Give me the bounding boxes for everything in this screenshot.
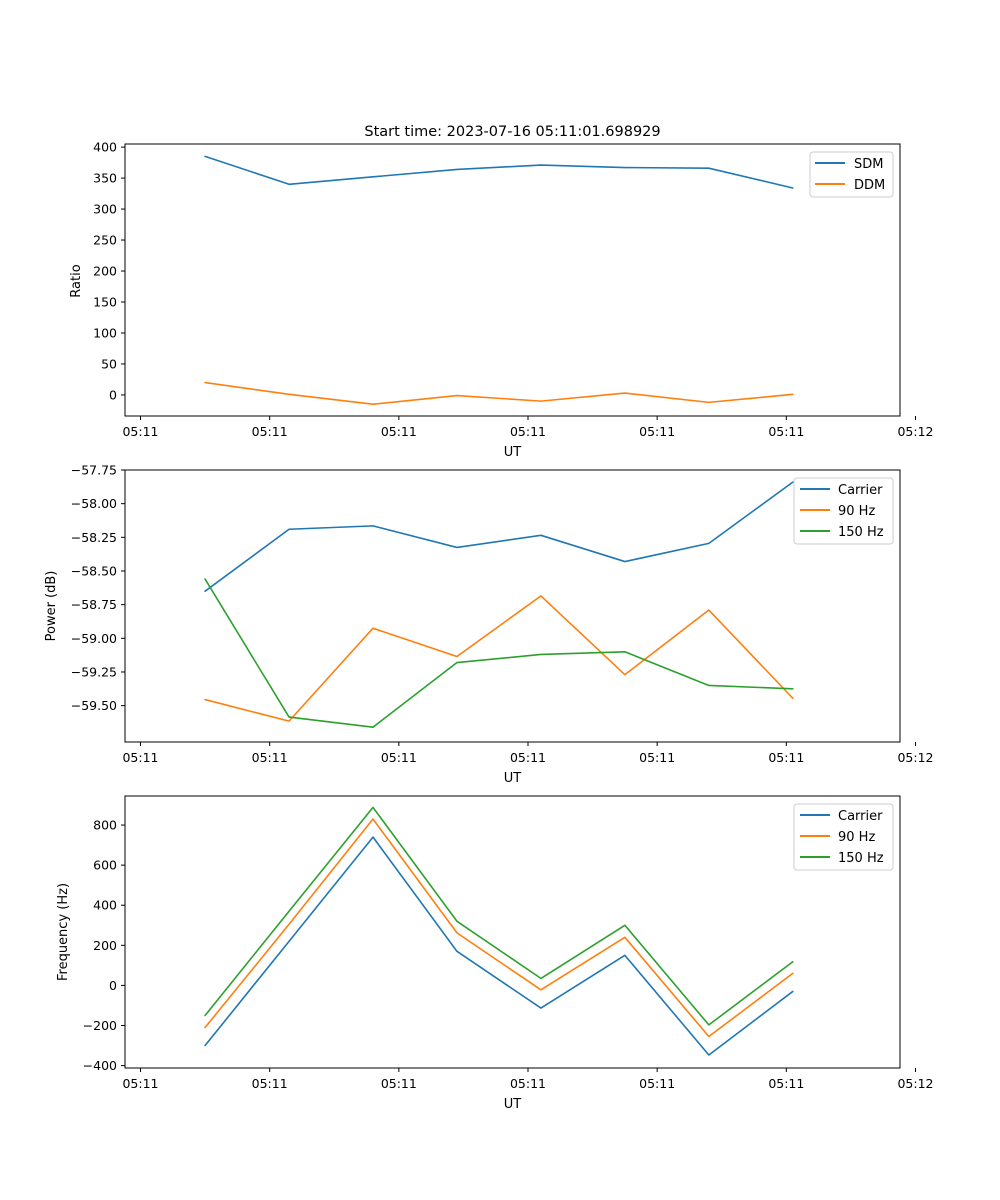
x-tick-label: 05:11 bbox=[768, 1076, 804, 1091]
legend-label-90hz: 90 Hz bbox=[838, 830, 875, 845]
y-tick-label: −58.75 bbox=[71, 597, 117, 612]
y-tick-label: −58.50 bbox=[71, 563, 117, 578]
y-tick-label: 0 bbox=[109, 387, 117, 402]
y-tick-label: 400 bbox=[93, 898, 117, 913]
y-tick-label: 250 bbox=[93, 233, 117, 248]
x-axis-label: UT bbox=[504, 445, 522, 460]
axes-frame bbox=[124, 795, 901, 1069]
legend-label-150hz: 150 Hz bbox=[838, 851, 884, 866]
x-tick-label: 05:12 bbox=[897, 1076, 933, 1091]
y-tick-label: 50 bbox=[101, 356, 117, 371]
legend-label-150hz: 150 Hz bbox=[838, 525, 884, 540]
x-tick-label: 05:11 bbox=[252, 1076, 288, 1091]
y-axis-label: Ratio bbox=[69, 264, 84, 297]
y-tick-label: 800 bbox=[93, 818, 117, 833]
legend: SDM DDM bbox=[809, 151, 894, 198]
x-tick-label: 05:11 bbox=[381, 750, 417, 765]
x-axis-label: UT bbox=[504, 1097, 522, 1112]
axes-frame bbox=[124, 469, 901, 743]
legend-label-carrier: Carrier bbox=[838, 809, 883, 824]
legend: Carrier 90 Hz 150 Hz bbox=[793, 477, 894, 545]
y-tick-label: 0 bbox=[109, 978, 117, 993]
legend-label-carrier: Carrier bbox=[838, 483, 883, 498]
series-line-carrier bbox=[204, 836, 794, 1056]
legend-box bbox=[793, 477, 894, 545]
y-tick-label: −200 bbox=[83, 1018, 117, 1033]
y-tick-label: 200 bbox=[93, 264, 117, 279]
x-tick-label: 05:11 bbox=[768, 750, 804, 765]
y-tick-label: 400 bbox=[93, 140, 117, 155]
x-tick-label: 05:11 bbox=[122, 424, 158, 439]
ratio-panel: Start time: 2023-07-16 05:11:01.698929 R… bbox=[69, 124, 934, 460]
y-tick-label: 200 bbox=[93, 938, 117, 953]
x-tick-label: 05:11 bbox=[510, 424, 546, 439]
y-tick-label: −400 bbox=[83, 1058, 117, 1073]
y-tick-label: 150 bbox=[93, 294, 117, 309]
x-tick-label: 05:11 bbox=[510, 750, 546, 765]
x-tick-label: 05:11 bbox=[381, 424, 417, 439]
y-tick-label: −59.25 bbox=[71, 664, 117, 679]
x-tick-label: 05:11 bbox=[252, 424, 288, 439]
x-tick-label: 05:11 bbox=[122, 1076, 158, 1091]
y-tick-label: −57.75 bbox=[71, 463, 117, 478]
series-line-carrier bbox=[204, 481, 794, 592]
y-tick-label: −59.00 bbox=[71, 631, 117, 646]
x-axis-label: UT bbox=[504, 771, 522, 786]
series-line-sdm bbox=[204, 155, 794, 189]
y-axis-label: Frequency (Hz) bbox=[56, 883, 71, 981]
chart-title: Start time: 2023-07-16 05:11:01.698929 bbox=[364, 124, 660, 140]
series-line-90-hz bbox=[204, 818, 794, 1038]
legend-box bbox=[793, 803, 894, 871]
y-axis-label: Power (dB) bbox=[44, 571, 59, 642]
y-tick-label: 300 bbox=[93, 202, 117, 217]
x-tick-label: 05:11 bbox=[381, 1076, 417, 1091]
legend-label-ddm: DDM bbox=[854, 178, 885, 193]
x-tick-label: 05:11 bbox=[639, 424, 675, 439]
series-line-150-hz bbox=[204, 578, 794, 728]
legend: Carrier 90 Hz 150 Hz bbox=[793, 803, 894, 871]
axes-frame bbox=[124, 143, 901, 417]
y-tick-label: −58.25 bbox=[71, 530, 117, 545]
x-tick-label: 05:11 bbox=[122, 750, 158, 765]
x-tick-label: 05:11 bbox=[639, 1076, 675, 1091]
x-tick-label: 05:11 bbox=[252, 750, 288, 765]
legend-label-sdm: SDM bbox=[854, 157, 883, 172]
series-line-90-hz bbox=[204, 595, 794, 722]
power-panel: Power (dB) UT 05:11 05:11 05:11 05:11 05:11 0… bbox=[44, 463, 934, 787]
y-tick-label: −59.50 bbox=[71, 698, 117, 713]
series-line-150-hz bbox=[204, 806, 794, 1026]
y-tick-label: −58.00 bbox=[71, 496, 117, 511]
frequency-panel: Frequency (Hz) UT 05:11 05:11 05:11 05:11 05… bbox=[56, 795, 934, 1112]
y-tick-label: 350 bbox=[93, 171, 117, 186]
x-tick-label: 05:12 bbox=[897, 750, 933, 765]
series-line-ddm bbox=[204, 381, 794, 406]
y-tick-label: 600 bbox=[93, 858, 117, 873]
x-tick-label: 05:11 bbox=[639, 750, 675, 765]
x-tick-label: 05:12 bbox=[897, 424, 933, 439]
x-tick-label: 05:11 bbox=[510, 1076, 546, 1091]
legend-label-90hz: 90 Hz bbox=[838, 504, 875, 519]
x-tick-label: 05:11 bbox=[768, 424, 804, 439]
y-tick-label: 100 bbox=[93, 325, 117, 340]
